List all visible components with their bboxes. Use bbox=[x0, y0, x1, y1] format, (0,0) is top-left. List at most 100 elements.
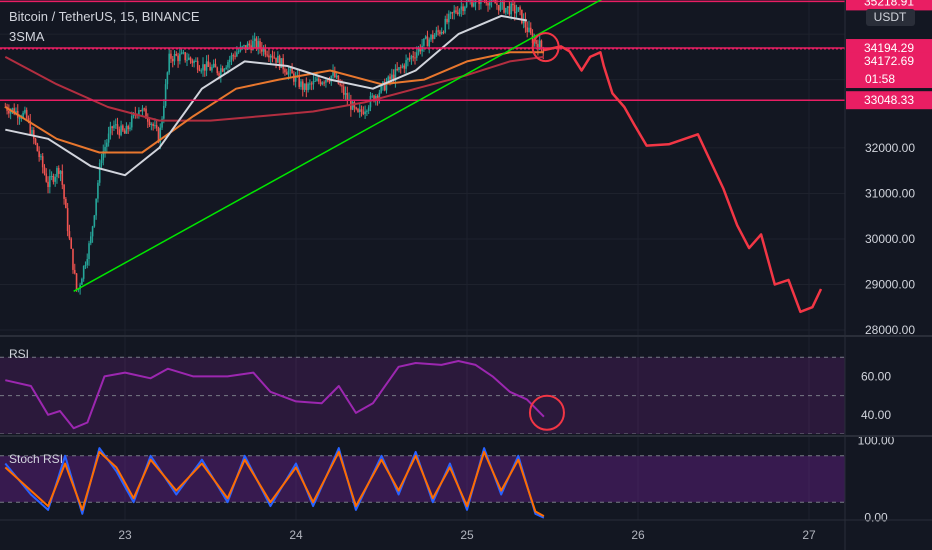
candle-up[interactable] bbox=[472, 3, 475, 7]
candle-down[interactable] bbox=[75, 273, 78, 290]
candle-down[interactable] bbox=[497, 5, 500, 11]
candle-down[interactable] bbox=[403, 65, 406, 69]
candle-up[interactable] bbox=[102, 151, 105, 161]
candle-up[interactable] bbox=[141, 108, 144, 112]
candle-down[interactable] bbox=[432, 34, 434, 39]
candle-down[interactable] bbox=[487, 3, 489, 6]
candle-up[interactable] bbox=[387, 76, 390, 83]
candle-up[interactable] bbox=[364, 111, 366, 115]
candle-up[interactable] bbox=[506, 6, 509, 8]
candle-down[interactable] bbox=[275, 57, 277, 63]
candle-up[interactable] bbox=[453, 10, 455, 13]
candle-down[interactable] bbox=[339, 83, 341, 86]
candle-up[interactable] bbox=[435, 30, 438, 36]
candle-up[interactable] bbox=[490, 0, 493, 2]
candle-down[interactable] bbox=[191, 60, 194, 64]
candle-down[interactable] bbox=[27, 118, 30, 121]
candle-up[interactable] bbox=[410, 56, 413, 59]
candle-down[interactable] bbox=[284, 69, 286, 73]
candle-up[interactable] bbox=[300, 81, 302, 87]
candle-up[interactable] bbox=[56, 167, 58, 177]
candle-down[interactable] bbox=[170, 53, 172, 59]
candle-up[interactable] bbox=[164, 84, 167, 106]
candle-up[interactable] bbox=[91, 226, 94, 237]
candle-down[interactable] bbox=[266, 54, 268, 56]
candle-up[interactable] bbox=[517, 7, 520, 12]
candle-down[interactable] bbox=[346, 93, 349, 101]
candle-up[interactable] bbox=[106, 142, 108, 147]
candle-down[interactable] bbox=[389, 76, 391, 80]
candle-up[interactable] bbox=[253, 38, 256, 42]
candle-down[interactable] bbox=[68, 231, 71, 239]
candle-down[interactable] bbox=[61, 170, 64, 185]
candle-up[interactable] bbox=[90, 236, 92, 244]
candle-up[interactable] bbox=[366, 110, 368, 112]
candle-down[interactable] bbox=[122, 125, 124, 131]
candle-up[interactable] bbox=[460, 6, 463, 10]
candle-up[interactable] bbox=[423, 38, 425, 46]
candle-up[interactable] bbox=[205, 61, 208, 71]
candle-up[interactable] bbox=[367, 107, 370, 111]
candle-up[interactable] bbox=[312, 81, 315, 85]
candle-down[interactable] bbox=[412, 56, 415, 58]
candle-down[interactable] bbox=[446, 18, 448, 23]
candle-up[interactable] bbox=[335, 75, 338, 78]
candle-up[interactable] bbox=[86, 259, 89, 265]
candle-down[interactable] bbox=[408, 58, 411, 60]
candle-up[interactable] bbox=[195, 60, 197, 62]
sma-slow-line[interactable] bbox=[4, 55, 545, 122]
candle-up[interactable] bbox=[241, 46, 244, 48]
candle-down[interactable] bbox=[360, 109, 363, 112]
trendline[interactable] bbox=[73, 0, 630, 292]
candle-up[interactable] bbox=[309, 83, 311, 85]
candle-up[interactable] bbox=[394, 68, 397, 81]
candle-down[interactable] bbox=[264, 47, 267, 55]
candle-down[interactable] bbox=[57, 167, 60, 174]
candle-up[interactable] bbox=[332, 71, 334, 76]
sma-mid-line[interactable] bbox=[4, 51, 544, 154]
candle-up[interactable] bbox=[428, 39, 431, 47]
candle-down[interactable] bbox=[462, 6, 464, 12]
candle-up[interactable] bbox=[522, 18, 525, 24]
candle-up[interactable] bbox=[458, 9, 461, 15]
candle-up[interactable] bbox=[314, 80, 317, 82]
candle-up[interactable] bbox=[186, 59, 188, 61]
candle-up[interactable] bbox=[289, 68, 292, 71]
candle-up[interactable] bbox=[187, 57, 190, 60]
candle-down[interactable] bbox=[526, 27, 529, 32]
candle-down[interactable] bbox=[184, 52, 187, 61]
candle-down[interactable] bbox=[36, 143, 39, 152]
candle-up[interactable] bbox=[380, 84, 382, 93]
candle-up[interactable] bbox=[407, 58, 409, 61]
candle-up[interactable] bbox=[465, 0, 468, 7]
candle-up[interactable] bbox=[227, 62, 229, 68]
candle-up[interactable] bbox=[510, 3, 512, 15]
candle-up[interactable] bbox=[228, 59, 231, 63]
candle-up[interactable] bbox=[202, 64, 204, 71]
candle-down[interactable] bbox=[540, 40, 543, 48]
stoch-d-line[interactable] bbox=[4, 450, 545, 517]
candle-up[interactable] bbox=[269, 55, 272, 58]
candle-down[interactable] bbox=[383, 81, 386, 91]
candle-down[interactable] bbox=[439, 31, 441, 34]
candle-down[interactable] bbox=[177, 55, 179, 62]
candle-down[interactable] bbox=[148, 121, 151, 125]
candle-down[interactable] bbox=[139, 110, 142, 112]
candle-up[interactable] bbox=[11, 108, 14, 111]
candle-down[interactable] bbox=[175, 54, 178, 56]
candle-down[interactable] bbox=[157, 128, 160, 143]
candle-down[interactable] bbox=[38, 151, 40, 157]
candle-up[interactable] bbox=[405, 60, 407, 69]
candle-up[interactable] bbox=[20, 117, 23, 119]
candle-down[interactable] bbox=[143, 108, 146, 110]
candle-up[interactable] bbox=[193, 60, 195, 64]
candle-down[interactable] bbox=[291, 68, 293, 74]
candle-up[interactable] bbox=[82, 265, 85, 279]
candle-down[interactable] bbox=[155, 125, 158, 129]
candle-down[interactable] bbox=[451, 12, 454, 14]
candle-up[interactable] bbox=[49, 176, 51, 188]
candle-down[interactable] bbox=[268, 55, 270, 58]
candle-down[interactable] bbox=[524, 18, 527, 28]
candle-down[interactable] bbox=[13, 108, 16, 115]
candle-up[interactable] bbox=[129, 127, 131, 130]
